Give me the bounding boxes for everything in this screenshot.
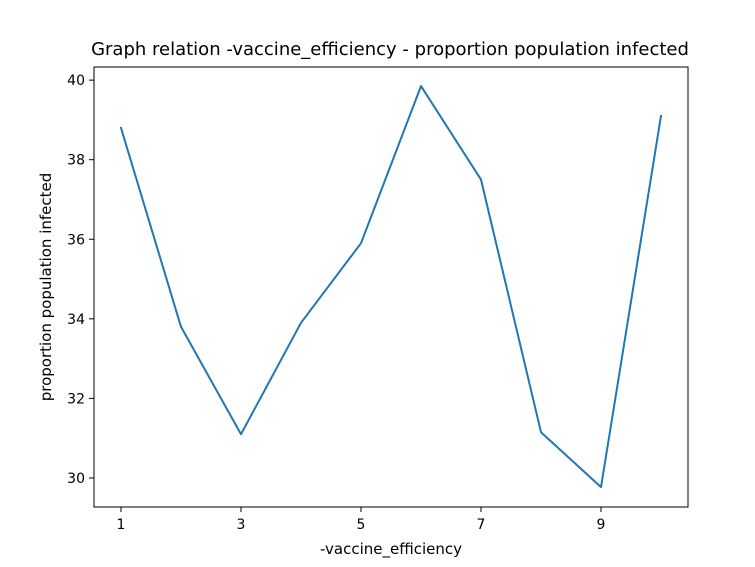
y-axis-label: proportion population infected	[37, 173, 55, 402]
y-tick-label: 38	[67, 153, 85, 169]
x-tick-label: 5	[357, 517, 366, 533]
x-tick-label: 3	[237, 517, 246, 533]
y-tick-label: 36	[67, 232, 85, 248]
chart-title: Graph relation -vaccine_efficiency - pro…	[91, 39, 689, 60]
y-tick-label: 30	[67, 471, 85, 487]
y-tick-label: 34	[67, 312, 85, 328]
y-tick-label: 40	[67, 73, 85, 89]
x-tick-label: 7	[477, 517, 486, 533]
plot-area	[119, 85, 663, 489]
x-tick-label: 9	[597, 517, 606, 533]
x-tick-label: 1	[117, 517, 126, 533]
plot-frame	[93, 66, 689, 508]
series-line	[119, 85, 663, 489]
y-tick-label: 32	[67, 391, 85, 407]
y-axis: 30 32 34 36 38 40	[67, 73, 94, 487]
x-axis: 1 3 5 7 9	[117, 507, 606, 533]
x-axis-label: -vaccine_efficiency	[320, 540, 462, 559]
